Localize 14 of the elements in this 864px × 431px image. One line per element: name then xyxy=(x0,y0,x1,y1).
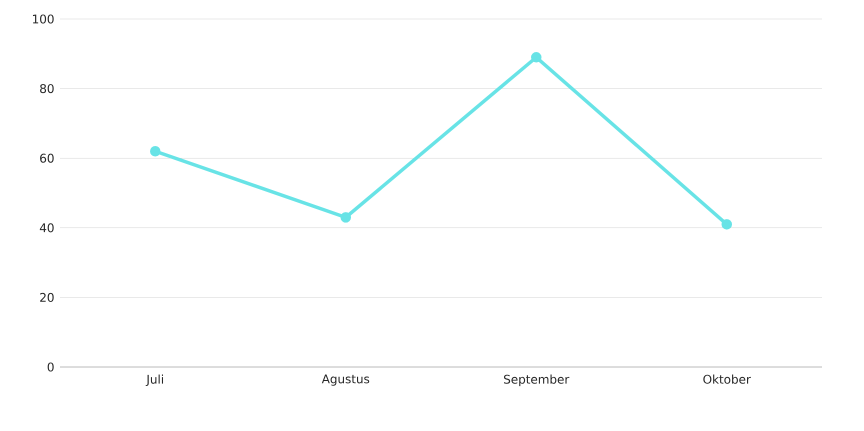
y-tick-label: 100 xyxy=(32,14,54,24)
x-tick-label: Oktober xyxy=(703,374,751,384)
point xyxy=(340,212,352,223)
point xyxy=(722,219,732,230)
y-tick-label: 60 xyxy=(40,154,54,163)
x-tick-label: September xyxy=(504,374,570,386)
y-tick-label: 0 xyxy=(48,362,54,372)
y-tick-label: 80 xyxy=(40,84,54,94)
x-tick-label: Agustus xyxy=(322,374,370,386)
point xyxy=(150,146,161,156)
y-tick-label: 40 xyxy=(40,223,54,232)
x-tick-label: Juli xyxy=(146,374,164,386)
y-tick-label: 20 xyxy=(40,292,54,302)
point xyxy=(531,52,542,63)
